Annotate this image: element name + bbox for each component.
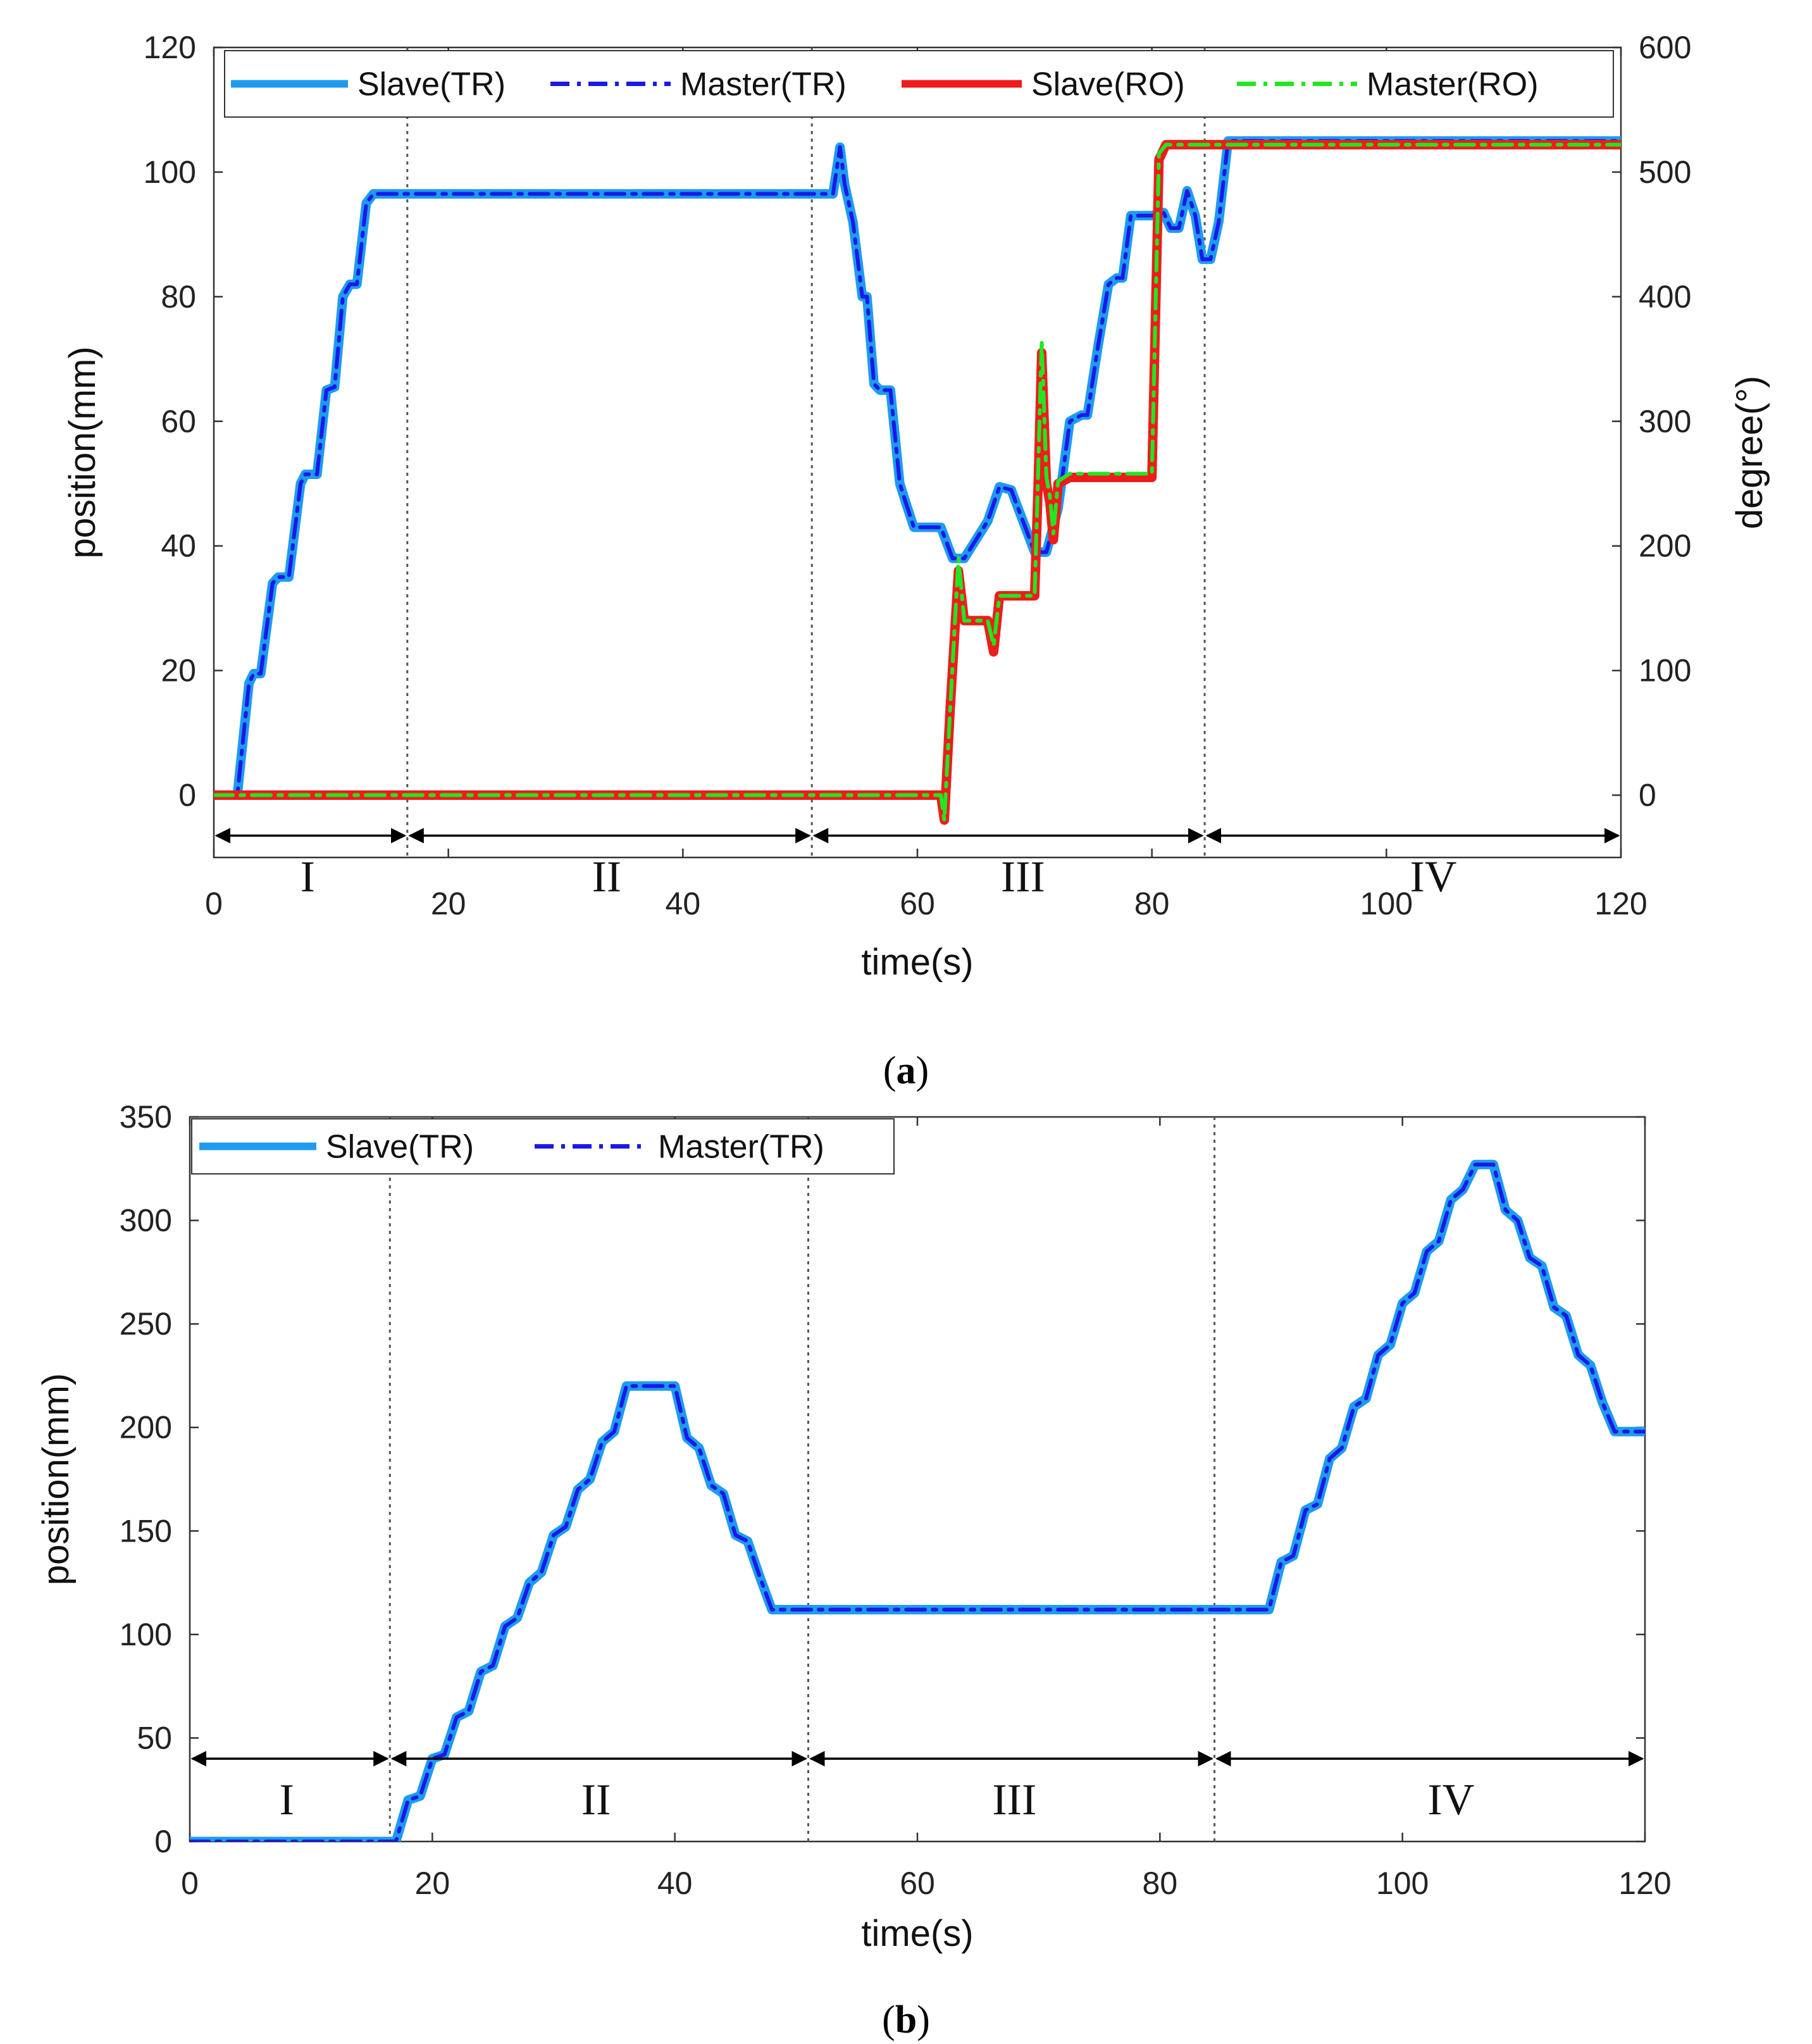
x-tick-label: 60 [900, 886, 935, 921]
x-tick-label: 40 [657, 1866, 693, 1901]
phase-label: II [592, 853, 622, 902]
legend: Slave(TR) Master(TR) Slave(RO) Master(RO) [224, 50, 1614, 118]
x-tick-label: 0 [205, 886, 223, 921]
y2-tick-label: 0 [1639, 778, 1656, 813]
y-tick-label: 80 [161, 279, 196, 315]
y2-tick-label: 200 [1639, 528, 1691, 564]
y-tick-label: 100 [120, 1617, 172, 1652]
x-tick-label: 40 [666, 886, 701, 921]
y-axis-label: position(mm) [62, 346, 103, 558]
legend-label: Slave(TR) [326, 1129, 474, 1166]
series-line-mastertr [190, 1162, 1645, 1841]
y-tick-label: 40 [161, 528, 196, 564]
phase-label: I [280, 1776, 294, 1824]
x-tick-label: 60 [900, 1866, 935, 1901]
panel-label-b: (b) [882, 1998, 930, 2041]
y-axis-label: position(mm) [35, 1373, 77, 1585]
y2-tick-label: 500 [1639, 154, 1691, 190]
y-tick-label: 200 [120, 1410, 172, 1445]
phase-label: III [1001, 853, 1045, 902]
phase-label: II [581, 1776, 611, 1824]
y-tick-label: 350 [120, 1099, 172, 1135]
y-tick-label: 50 [137, 1720, 172, 1755]
phase-label: IV [1410, 853, 1457, 902]
x-tick-label: 80 [1134, 886, 1170, 921]
chart-a: 0 20 40 60 80 100 120 0 20 40 60 80 100 120 0 100 200 300… [62, 30, 1770, 983]
y-tick-label: 250 [120, 1306, 172, 1342]
legend-label: Master(TR) [680, 66, 847, 103]
y2-tick-label: 100 [1639, 653, 1691, 689]
x-tick-label: 20 [431, 886, 466, 921]
phase-label: IV [1427, 1776, 1474, 1824]
y-tick-label: 60 [161, 404, 196, 439]
phase-label: I [301, 853, 315, 902]
legend-label: Master(TR) [658, 1129, 824, 1166]
series-line-masterro [214, 142, 1621, 822]
x-tick-label: 100 [1360, 886, 1413, 921]
y-tick-label: 20 [161, 653, 196, 689]
x-tick-label: 20 [415, 1866, 450, 1901]
phase-label: III [992, 1776, 1036, 1824]
y-tick-label: 100 [144, 154, 196, 190]
panel-label-a: (a) [883, 1049, 929, 1092]
plot-frame [189, 1116, 1646, 1843]
x-axis-label: time(s) [861, 1913, 973, 1954]
plot-area [214, 47, 1621, 857]
chart-b: 0 20 40 60 80 100 120 0 50 100 150 200 250 300 350 time… [35, 1099, 1672, 1954]
x-tick-label: 80 [1143, 1866, 1178, 1901]
y2-axis-label: degree(°) [1729, 376, 1770, 529]
y-tick-label: 0 [154, 1824, 172, 1859]
series-line-mastertr [214, 139, 1621, 797]
y-tick-label: 300 [120, 1203, 172, 1238]
x-tick-label: 0 [181, 1866, 199, 1901]
plot-area [190, 1117, 1645, 1841]
plot-frame [213, 46, 1622, 859]
y-tick-label: 150 [120, 1513, 172, 1549]
legend-label: Master(RO) [1367, 66, 1539, 103]
legend: Slave(TR) Master(TR) [191, 1118, 895, 1175]
y2-tick-label: 300 [1639, 404, 1691, 439]
x-tick-label: 120 [1594, 886, 1647, 921]
y-tick-label: 120 [144, 30, 196, 65]
x-tick-label: 100 [1376, 1866, 1429, 1901]
y2-tick-label: 400 [1639, 279, 1691, 315]
legend-label: Slave(RO) [1031, 66, 1185, 103]
legend-label: Slave(TR) [357, 66, 506, 103]
x-axis-label: time(s) [861, 942, 973, 983]
y2-tick-label: 600 [1639, 30, 1691, 65]
x-tick-label: 120 [1618, 1866, 1671, 1901]
y-tick-label: 0 [178, 778, 196, 813]
